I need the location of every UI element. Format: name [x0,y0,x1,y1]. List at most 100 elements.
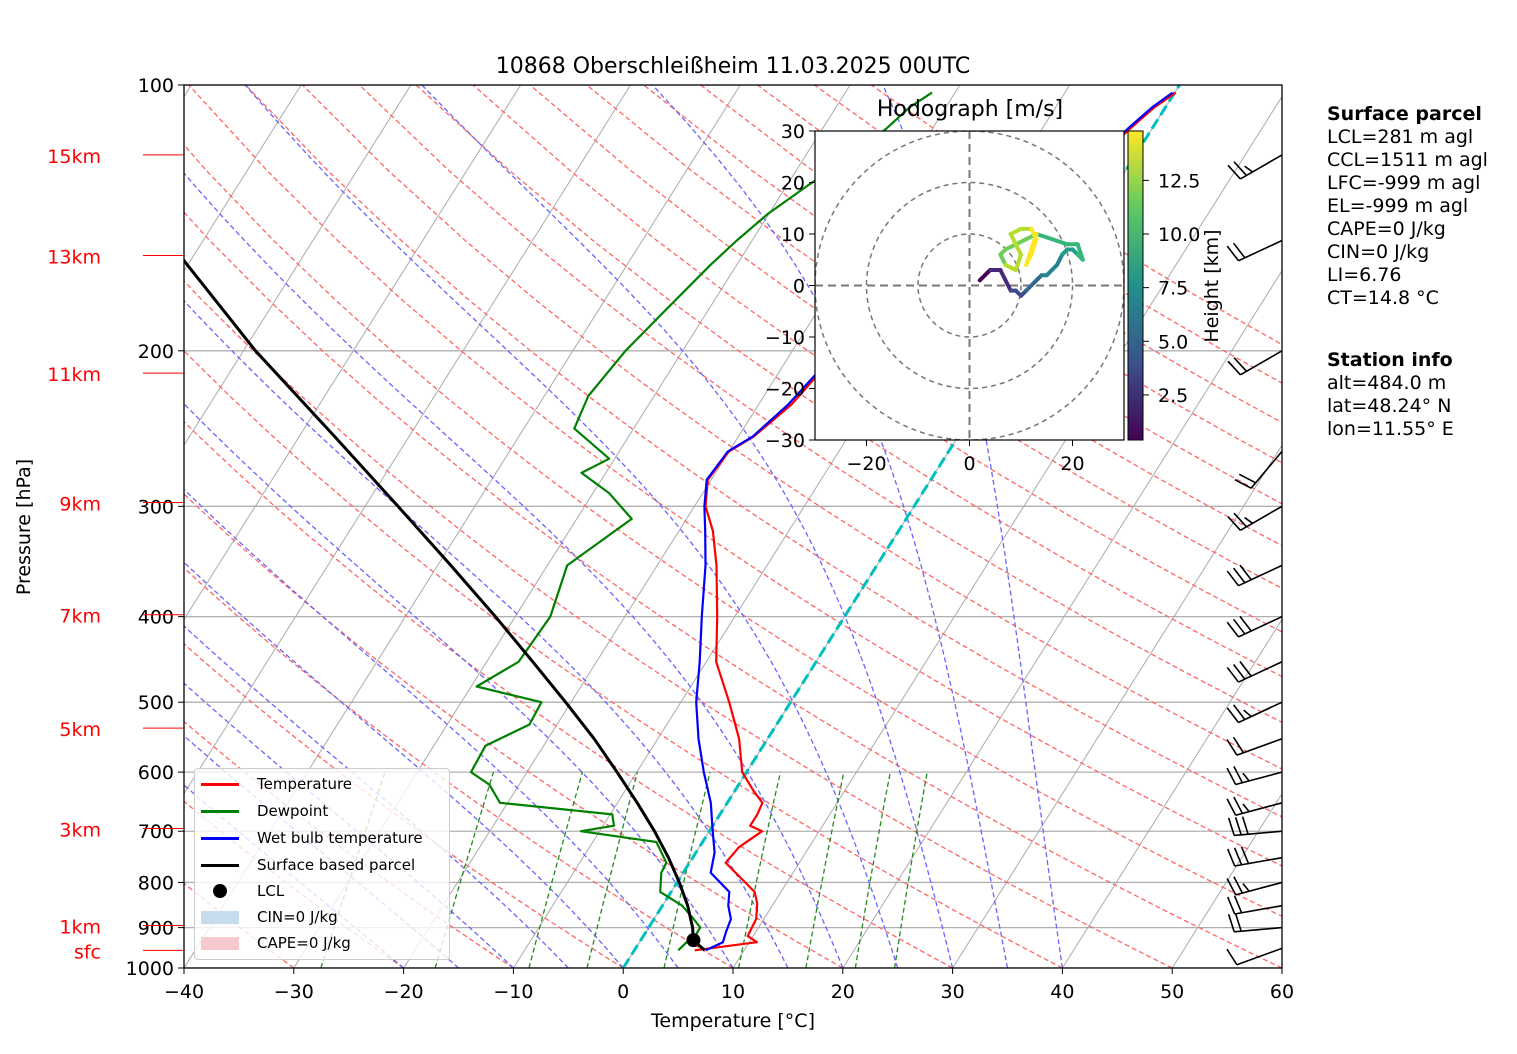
parcel-info-line: CIN=0 J/kg [1327,241,1430,263]
moist-adiabat [184,625,569,968]
mixing-ratio-line [893,771,928,968]
barb-flag [1227,913,1235,933]
hodograph-segment [1049,237,1070,247]
x-tick-label: 20 [831,981,855,1003]
barb-flag [1244,165,1254,173]
barb-shaft [1238,701,1283,724]
parcel-info-line: EL=-999 m agl [1327,195,1469,217]
hodograph-segment [1008,232,1023,257]
colorbar-tick-label: 10.0 [1158,224,1200,246]
moist-adiabat [244,85,899,968]
barb-flag [1233,512,1248,528]
isotherm [1171,792,1282,968]
dry-adiabat [184,350,1063,968]
isotherm [952,444,1282,968]
barb-flag [1226,666,1240,683]
barb-flag [1232,736,1245,754]
wind-barb [1226,796,1283,816]
dry-adiabat [184,420,953,968]
barb-shaft [1234,926,1283,933]
legend-label: CAPE=0 J/kg [257,934,351,952]
barb-flag [1233,161,1248,176]
hodograph-segment [1024,247,1034,267]
moist-adiabat [184,172,844,968]
barb-flag [1242,803,1250,813]
height-label: 3km [59,819,101,841]
y-tick-label: 900 [138,918,174,940]
hodograph-ring [917,233,1022,338]
lcl-marker [686,933,701,948]
colorbar-tick-label: 5.0 [1158,331,1188,353]
legend-item-wetbulb: Wet bulb temperature [201,826,423,850]
isotherm [842,269,1282,968]
wind-barb [1226,765,1283,786]
x-tick-label: 10 [721,981,745,1003]
barb-shaft [1238,239,1283,262]
wind-barb [1227,154,1283,180]
wind-barb [1227,913,1283,933]
barb-shaft [1235,771,1283,786]
barb-flag [1232,242,1246,259]
chart-title: 10868 Oberschleißheim 11.03.2025 00UTC [496,54,971,79]
legend-item-dewpoint: Dewpoint [201,799,328,823]
height-label: 13km [47,247,101,269]
barb-shaft [1234,856,1283,867]
barb-flag [1238,473,1257,484]
dry-adiabat [188,85,1282,867]
barb-flag [1233,765,1244,784]
barb-flag [1226,245,1240,262]
barb-shaft [1240,505,1283,531]
isotherm [1061,618,1282,968]
wind-barb [1226,615,1283,638]
y-tick-label: 100 [138,75,174,97]
legend-swatch-dewpoint [201,810,239,813]
wind-barb [1234,450,1283,489]
station-info-line: alt=484.0 m [1327,372,1447,394]
legend-label: Wet bulb temperature [257,829,423,847]
dry-adiabat [358,85,1282,723]
legend-item-lcl: LCL [201,879,284,903]
legend: Temperature Dewpoint Wet bulb temperatur… [194,768,450,960]
hodo-y-tick-label: −30 [765,430,805,452]
x-tick-label: 40 [1050,981,1074,1003]
barb-flag [1226,798,1237,816]
x-axis-label: Temperature [°C] [650,1010,815,1032]
colorbar-label: Height [km] [1201,229,1223,342]
station-info-panel: Station info alt=484.0 m lat=48.24° N lo… [1327,349,1454,441]
mixing-ratio-line [854,771,891,968]
hodo-y-tick-label: −10 [765,327,805,349]
colorbar-tick-label: 12.5 [1158,170,1200,192]
x-tick-label: −30 [274,981,314,1003]
hodo-x-tick-label: −20 [846,453,886,475]
barb-flag [1227,817,1235,836]
dry-adiabat [184,643,624,968]
moist-adiabat [421,85,954,968]
station-info-line: lon=11.55° E [1327,418,1454,440]
station-info-header: Station info [1327,349,1453,371]
legend-item-cape: CAPE=0 J/kg [201,931,351,955]
moist-adiabat [184,734,459,968]
barb-flag [1227,516,1242,531]
isotherm [732,95,1282,968]
hodo-x-tick-label: 20 [1060,453,1084,475]
dry-adiabat [184,493,844,968]
x-tick-label: 60 [1270,981,1294,1003]
moist-adiabat [184,561,624,968]
parcel-info-line: CCL=1511 m agl [1327,149,1488,171]
barb-flag [1233,357,1248,372]
wind-barbs [1226,154,1283,966]
hodograph-segment [1075,242,1085,262]
hodo-y-tick-label: 10 [781,224,805,246]
barb-shaft [1235,881,1283,896]
barb-flag [1226,707,1240,723]
wind-barb [1226,876,1283,896]
barb-flag [1232,704,1246,721]
barb-flag [1243,709,1252,718]
height-label: 15km [47,146,101,168]
hodograph-segment [1034,232,1054,242]
barb-flag [1233,847,1243,866]
hodograph: Hodograph [m/s] −20 0 20 30 20 10 0 −10 −20 −30 2… [765,97,1223,475]
moist-adiabat [184,402,734,968]
parcel-info-line: LCL=281 m agl [1327,126,1474,148]
